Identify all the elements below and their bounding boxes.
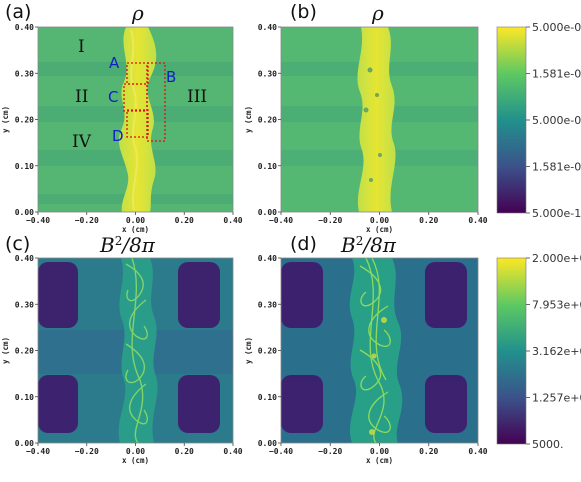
svg-text:B2/8π: B2/8π bbox=[340, 233, 397, 257]
colorbar-tick-label: 1.581e-09 bbox=[532, 161, 581, 174]
panel-b: (b) ρ bbox=[280, 1, 479, 213]
y-tick-label: 0.20 bbox=[258, 347, 277, 356]
panel-title-d: B2/8π bbox=[340, 233, 397, 257]
x-axis-label: x (cm) bbox=[122, 456, 149, 465]
y-tick-label: 0.30 bbox=[15, 300, 34, 309]
x-axis-label: x (cm) bbox=[122, 225, 149, 234]
x-tick-label: 0.40 bbox=[223, 216, 242, 225]
colorbar-density: 5.000e-05 1.581e-06 5.000e-08 1.581e-09 5.00… bbox=[496, 21, 581, 220]
y-tick-label: 0.00 bbox=[258, 208, 277, 217]
y-tick-label: 0.10 bbox=[258, 162, 277, 171]
y-tick-label: 0.30 bbox=[258, 300, 277, 309]
region-III: III bbox=[187, 87, 207, 107]
y-tick-label: 0.20 bbox=[15, 347, 34, 356]
colorbar-tick-label: 1.581e-06 bbox=[532, 68, 581, 81]
y-tick-label: 0.40 bbox=[15, 23, 34, 32]
colorbar-tick-label: 5.000e-11 bbox=[532, 207, 581, 220]
x-tick-label: −0.40 bbox=[269, 447, 293, 456]
x-tick-label: −0.40 bbox=[26, 447, 50, 456]
x-tick-label: 0.00 bbox=[126, 216, 145, 225]
colorbar-tick-label: 2.000e+09 bbox=[532, 252, 581, 265]
panel-d: (d) B2/8π bbox=[280, 233, 479, 444]
x-tick-label: 0.00 bbox=[370, 447, 389, 456]
panel-title-a: ρ bbox=[131, 1, 144, 25]
x-tick-label: −0.20 bbox=[75, 216, 99, 225]
axes-layer: −0.40 −0.20 0.00 0.20 0.40 0.40 0.30 0.20 0.10 0.… bbox=[1, 23, 488, 465]
y-axis-label: y (cm) bbox=[244, 337, 253, 364]
y-tick-label: 0.40 bbox=[258, 23, 277, 32]
x-tick-label: −0.20 bbox=[318, 216, 342, 225]
y-tick-label: 0.10 bbox=[258, 393, 277, 402]
box-label-B: B bbox=[166, 68, 176, 86]
colorbar-tick-label: 7.953e+07 bbox=[532, 299, 581, 312]
y-tick-label: 0.40 bbox=[258, 254, 277, 263]
colorbar-tick-label: 5000. bbox=[532, 438, 564, 451]
panel-c-dark-cells bbox=[38, 262, 220, 433]
colorbar-tick-label: 5.000e-08 bbox=[532, 114, 581, 127]
box-label-A: A bbox=[109, 54, 120, 72]
panel-label-b: (b) bbox=[290, 1, 317, 23]
y-tick-label: 0.20 bbox=[258, 116, 277, 125]
box-label-D: D bbox=[112, 127, 124, 145]
y-tick-label: 0.30 bbox=[258, 69, 277, 78]
y-axis-label: y (cm) bbox=[1, 337, 10, 364]
panel-c: (c) B2/8π bbox=[5, 233, 234, 444]
y-tick-label: 0.10 bbox=[15, 393, 34, 402]
y-axis-label: y (cm) bbox=[1, 106, 10, 133]
y-tick-label: 0.20 bbox=[15, 116, 34, 125]
x-tick-label: 0.00 bbox=[370, 216, 389, 225]
panel-title-c: B2/8π bbox=[99, 233, 156, 257]
field-column-c bbox=[118, 258, 158, 443]
x-tick-label: −0.40 bbox=[26, 216, 50, 225]
density-column-b bbox=[357, 27, 396, 212]
x-tick-label: 0.40 bbox=[223, 447, 242, 456]
x-tick-label: 0.40 bbox=[468, 216, 487, 225]
svg-text:B2/8π: B2/8π bbox=[99, 233, 156, 257]
y-tick-label: 0.30 bbox=[15, 69, 34, 78]
x-tick-label: 0.20 bbox=[175, 216, 194, 225]
x-tick-label: 0.20 bbox=[175, 447, 194, 456]
region-II: II bbox=[75, 87, 88, 107]
colorbar-tick-label: 3.162e+06 bbox=[532, 345, 581, 358]
panel-label-d: (d) bbox=[290, 233, 317, 255]
panel-title-b: ρ bbox=[371, 1, 384, 25]
y-tick-label: 0.00 bbox=[258, 439, 277, 448]
x-tick-label: 0.40 bbox=[468, 447, 487, 456]
x-tick-label: −0.20 bbox=[75, 447, 99, 456]
x-tick-label: 0.20 bbox=[419, 216, 438, 225]
y-axis-label: y (cm) bbox=[244, 106, 253, 133]
y-tick-label: 0.00 bbox=[15, 439, 34, 448]
y-tick-label: 0.40 bbox=[15, 254, 34, 263]
panel-label-c: (c) bbox=[5, 233, 30, 255]
colorbar-tick-label: 1.257e+05 bbox=[532, 392, 581, 405]
panel-a: I II III IV A B C D (a) ρ bbox=[5, 1, 234, 213]
x-tick-label: 0.20 bbox=[419, 447, 438, 456]
box-c-outline bbox=[123, 83, 148, 112]
panel-d-dark-cells bbox=[281, 262, 467, 433]
x-axis-label: x (cm) bbox=[366, 456, 393, 465]
colorbar-magnetic: 2.000e+09 7.953e+07 3.162e+06 1.257e+05 5000… bbox=[496, 252, 581, 451]
region-I: I bbox=[78, 37, 85, 57]
y-tick-label: 0.10 bbox=[15, 162, 34, 171]
x-tick-label: −0.40 bbox=[269, 216, 293, 225]
colorbar-tick-label: 5.000e-05 bbox=[532, 21, 581, 34]
region-IV: IV bbox=[72, 132, 92, 152]
x-tick-label: −0.20 bbox=[318, 447, 342, 456]
box-label-C: C bbox=[108, 88, 118, 106]
y-tick-label: 0.00 bbox=[15, 208, 34, 217]
x-axis-label: x (cm) bbox=[366, 225, 393, 234]
panel-label-a: (a) bbox=[5, 1, 31, 23]
x-tick-label: 0.00 bbox=[126, 447, 145, 456]
